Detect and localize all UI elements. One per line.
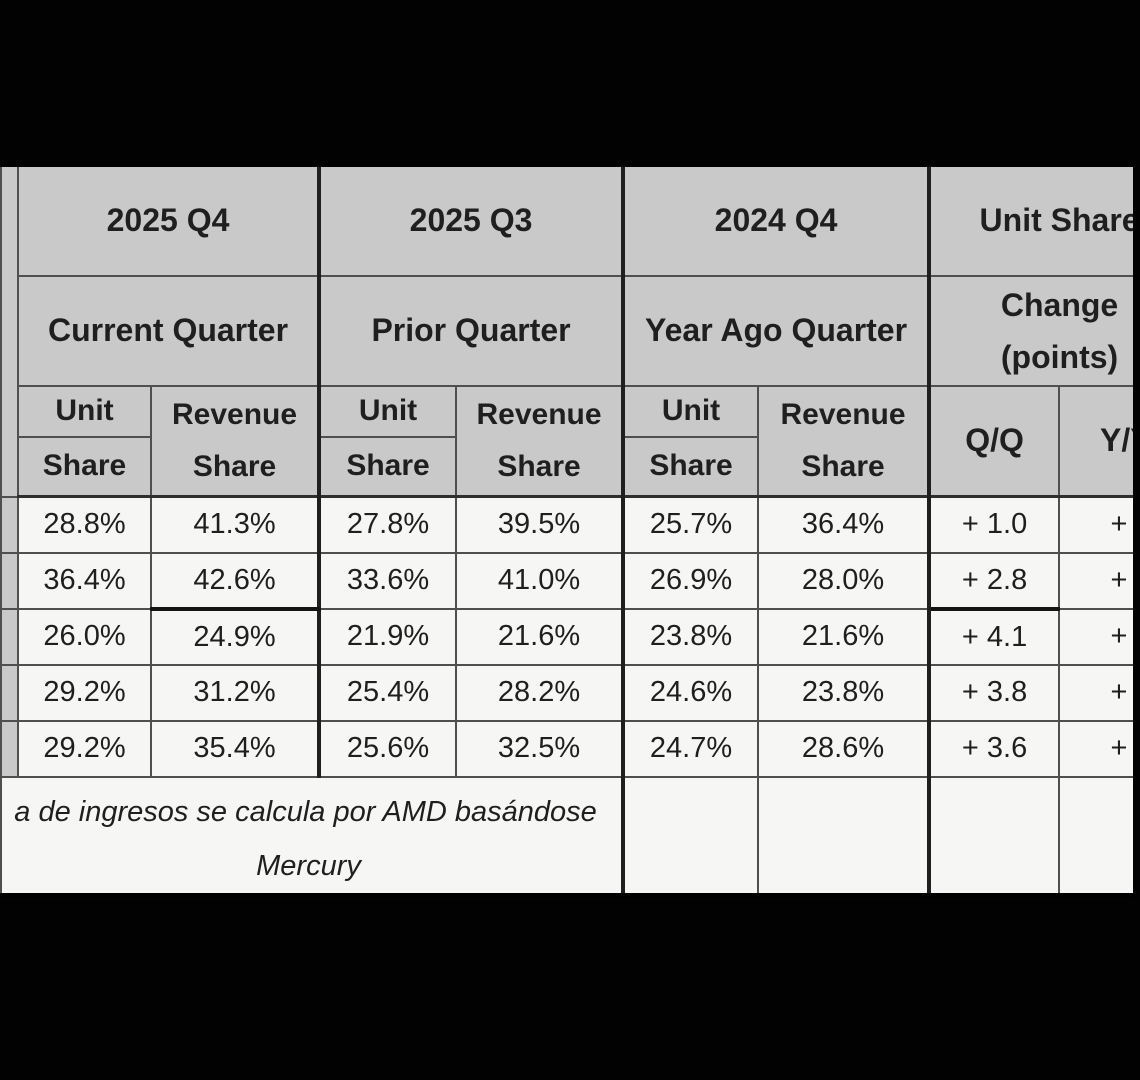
table-row: 29.2% 31.2% 25.4% 28.2% 24.6% 23.8% + 3.… <box>0 663 1140 722</box>
market-share-table: 2025 Q4 2025 Q3 2024 Q4 Unit Share Curre… <box>0 162 1140 898</box>
data-cell: 23.8% <box>757 663 932 722</box>
footnote: a de ingresos se calcula por AMD basándo… <box>0 775 626 896</box>
subheader-unit-2025-q4: Unit <box>17 384 152 438</box>
revenue-label: Revenue <box>780 397 906 431</box>
corner-cell-cropped <box>0 163 19 498</box>
header-row-share: Share Share Share <box>1 435 1140 498</box>
data-cell: + 4. <box>1058 663 1140 722</box>
subheader-qq: Q/Q <box>928 384 1061 498</box>
data-cell: 24.7% <box>622 719 760 778</box>
data-cell: 42.6% <box>149 551 322 611</box>
row-label-cropped <box>0 495 19 554</box>
row-label-cropped <box>0 719 19 778</box>
share-label: Share <box>801 449 885 483</box>
data-cell: 28.6% <box>757 719 932 778</box>
data-cell: 24.6% <box>622 663 760 722</box>
data-cell: 29.2% <box>17 719 152 778</box>
data-cell: 39.5% <box>455 495 626 554</box>
footnote-line-2: Mercury <box>256 849 361 882</box>
subheader-share-2024-q4: Share <box>622 435 760 498</box>
footnote-row: a de ingresos se calcula por AMD basándo… <box>0 775 1140 896</box>
subheader-unit-2025-q3: Unit <box>318 384 458 438</box>
data-cell: + 1.0 <box>928 495 1061 554</box>
period-header-change-points: Change (points) <box>928 274 1140 387</box>
data-cell: 35.4% <box>149 719 322 778</box>
change-label: Change <box>1000 286 1119 323</box>
header-row-unit: Unit Revenue Share Unit Revenue Share Un… <box>1 384 1140 498</box>
data-cell: + 3.6 <box>928 719 1061 778</box>
data-cell: + 3.8 <box>928 663 1061 722</box>
data-cell: + 9. <box>1058 551 1140 610</box>
row-label-cropped <box>0 607 19 666</box>
data-cell: 29.2% <box>17 663 152 722</box>
data-cell: 32.5% <box>455 719 626 778</box>
data-cell: 36.4% <box>17 551 152 610</box>
subheader-yy: Y/Y <box>1058 384 1140 498</box>
period-header-current-quarter: Current Quarter <box>16 274 322 387</box>
table-row: 29.2% 35.4% 25.6% 32.5% 24.7% 28.6% + 3.… <box>0 719 1140 778</box>
data-cell: + 4.1 <box>928 607 1061 666</box>
points-label: (points) <box>1000 338 1119 375</box>
data-cell: + 3. <box>1058 495 1140 554</box>
table-row: 26.0% 24.9% 21.9% 21.6% 23.8% 21.6% + 4.… <box>0 607 1140 666</box>
letterbox-top-bar <box>0 0 1140 162</box>
data-cell: 23.8% <box>622 607 760 666</box>
data-cell: 21.6% <box>757 607 932 666</box>
data-cell: 41.3% <box>149 495 322 554</box>
data-cell: 21.6% <box>455 607 626 666</box>
table-row: 28.8% 41.3% 27.8% 39.5% 25.7% 36.4% + 1.… <box>0 495 1140 554</box>
empty-cell <box>1058 775 1140 896</box>
subheader-unit-2024-q4: Unit <box>622 384 760 438</box>
share-label: Share <box>497 449 581 483</box>
data-cell: + 2.8 <box>928 551 1061 611</box>
quarter-header-2025-q4: 2025 Q4 <box>16 163 322 277</box>
letterbox-right-strip <box>1133 0 1140 1080</box>
data-cell: + 4. <box>1058 719 1140 778</box>
revenue-label: Revenue <box>476 397 602 431</box>
data-cell: 25.4% <box>318 663 458 722</box>
revenue-label: Revenue <box>171 397 298 431</box>
data-cell: 25.7% <box>622 495 760 554</box>
empty-cell <box>757 775 932 896</box>
data-cell: 26.0% <box>17 607 152 666</box>
subheader-revenue-share-2025-q4: Revenue Share <box>149 384 322 498</box>
subheader-revenue-share-2025-q3: Revenue Share <box>455 384 626 498</box>
header-row-quarters: 2025 Q4 2025 Q3 2024 Q4 Unit Share <box>0 163 1140 498</box>
data-cell: 24.9% <box>149 607 322 666</box>
empty-cell <box>622 775 760 896</box>
period-header-prior-quarter: Prior Quarter <box>318 274 626 387</box>
row-label-cropped <box>0 663 19 722</box>
quarter-header-2025-q3: 2025 Q3 <box>318 163 626 277</box>
subheader-share-2025-q3: Share <box>318 435 458 498</box>
subheader-share-2025-q4: Share <box>17 435 152 498</box>
data-cell: 28.0% <box>757 551 932 610</box>
data-cell: 27.8% <box>318 495 458 554</box>
share-label: Share <box>192 449 277 483</box>
row-label-cropped <box>0 551 19 610</box>
footnote-line-1: a de ingresos se calcula por AMD basándo… <box>14 795 597 828</box>
data-cell: 28.8% <box>17 495 152 554</box>
data-cell: 41.0% <box>455 551 626 610</box>
data-cell: 25.6% <box>318 719 458 778</box>
data-cell: 33.6% <box>318 551 458 610</box>
data-cell: 28.2% <box>455 663 626 722</box>
header-row-periods: Current Quarter Prior Quarter Year Ago Q… <box>1 274 1140 387</box>
data-cell: 36.4% <box>757 495 932 554</box>
period-header-year-ago-quarter: Year Ago Quarter <box>622 274 932 387</box>
data-cell: 21.9% <box>318 607 458 666</box>
data-cell: 26.9% <box>622 551 760 610</box>
table-row: 36.4% 42.6% 33.6% 41.0% 26.9% 28.0% + 2.… <box>0 551 1140 611</box>
quarter-header-2024-q4: 2024 Q4 <box>622 163 932 277</box>
empty-cell <box>928 775 1061 896</box>
letterbox-bottom-bar <box>0 903 1140 1080</box>
data-cell: 31.2% <box>149 663 322 722</box>
subheader-revenue-share-2024-q4: Revenue Share <box>757 384 932 498</box>
data-cell: + 2. <box>1058 607 1140 666</box>
quarter-header-unit-share: Unit Share <box>928 163 1140 277</box>
